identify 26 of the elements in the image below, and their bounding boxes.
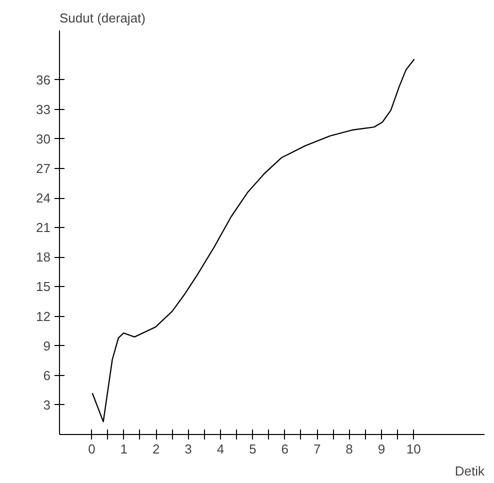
y-tick-label: 15 [36, 279, 51, 294]
y-tick-label: 33 [36, 102, 51, 117]
x-tick-label: 10 [406, 442, 421, 456]
x-tick-label: 6 [281, 442, 288, 456]
x-tick-label: 7 [313, 442, 321, 456]
y-tick-label: 30 [36, 131, 51, 146]
x-tick-label: 8 [346, 442, 353, 456]
y-tick-label: 6 [43, 368, 51, 383]
x-tick-label: 0 [88, 442, 96, 456]
y-tick-label: 21 [36, 220, 51, 236]
x-tick-label: 5 [249, 442, 256, 456]
x-tick-label: 9 [378, 442, 386, 456]
y-tick-label: 18 [36, 250, 51, 265]
x-tick-label: 2 [152, 442, 160, 456]
y-tick-label: 36 [36, 72, 51, 88]
y-tick-label: 9 [43, 338, 51, 354]
line-series [92, 58, 415, 422]
x-tick-label: 3 [184, 442, 192, 456]
y-tick-label: 27 [36, 160, 51, 176]
y-axis-title: Sudut (derajat) [60, 10, 146, 26]
x-tick-label: 1 [120, 442, 128, 456]
y-tick-label: 12 [36, 308, 51, 324]
y-tick-label: 24 [36, 190, 51, 206]
x-axis-title: Detik [454, 464, 485, 478]
x-tick-label: 4 [216, 442, 224, 456]
y-tick-label: 3 [43, 397, 51, 412]
